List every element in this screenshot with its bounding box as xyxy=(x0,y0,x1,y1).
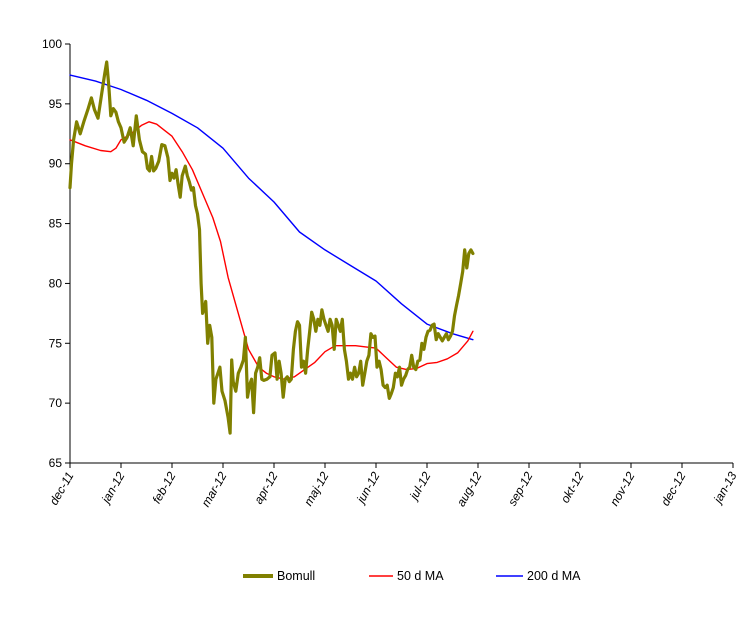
y-tick-label: 90 xyxy=(49,157,63,171)
x-tick-label: jun-12 xyxy=(353,469,383,507)
x-tick-label: aug-12 xyxy=(454,469,485,509)
series-lines xyxy=(68,60,475,435)
x-tick-label: jul-12 xyxy=(406,469,434,503)
x-tick-label: dec-12 xyxy=(658,469,689,508)
y-tick-label: 65 xyxy=(49,456,63,470)
y-tick-label: 95 xyxy=(49,97,63,111)
x-tick-label: nov-12 xyxy=(607,469,638,508)
axes: 65 70 75 80 85 90 95 100 dec-11 jan-12 feb-12 mar-1… xyxy=(42,37,740,509)
x-tick-label: jan-12 xyxy=(98,469,128,507)
y-tick-label: 70 xyxy=(49,396,63,410)
x-tick-label: dec-11 xyxy=(47,470,77,508)
legend-label-200-d-ma: 200 d MA xyxy=(527,569,581,583)
y-tick-label: 100 xyxy=(42,37,62,51)
series-line-50-d-ma xyxy=(69,121,474,380)
x-tick-label: okt-12 xyxy=(558,469,587,505)
y-tick-label: 85 xyxy=(49,217,63,231)
y-tick-label: 75 xyxy=(49,336,63,350)
x-tick-label: maj-12 xyxy=(301,469,332,508)
y-tick-label: 80 xyxy=(49,276,63,290)
legend-label-bomull: Bomull xyxy=(277,569,315,583)
x-tick-label: mar-12 xyxy=(199,469,230,509)
series-line-200-d-ma xyxy=(69,74,474,341)
series-line-bomull xyxy=(68,60,475,435)
legend-label-50-d-ma: 50 d MA xyxy=(397,569,444,583)
x-tick-label: jan-13 xyxy=(710,469,740,507)
x-tick-label: sep-12 xyxy=(505,469,536,508)
x-tick-label: apr-12 xyxy=(251,469,281,506)
x-tick-label: feb-12 xyxy=(149,469,178,506)
legend: Bomull 50 d MA 200 d MA xyxy=(243,569,581,583)
